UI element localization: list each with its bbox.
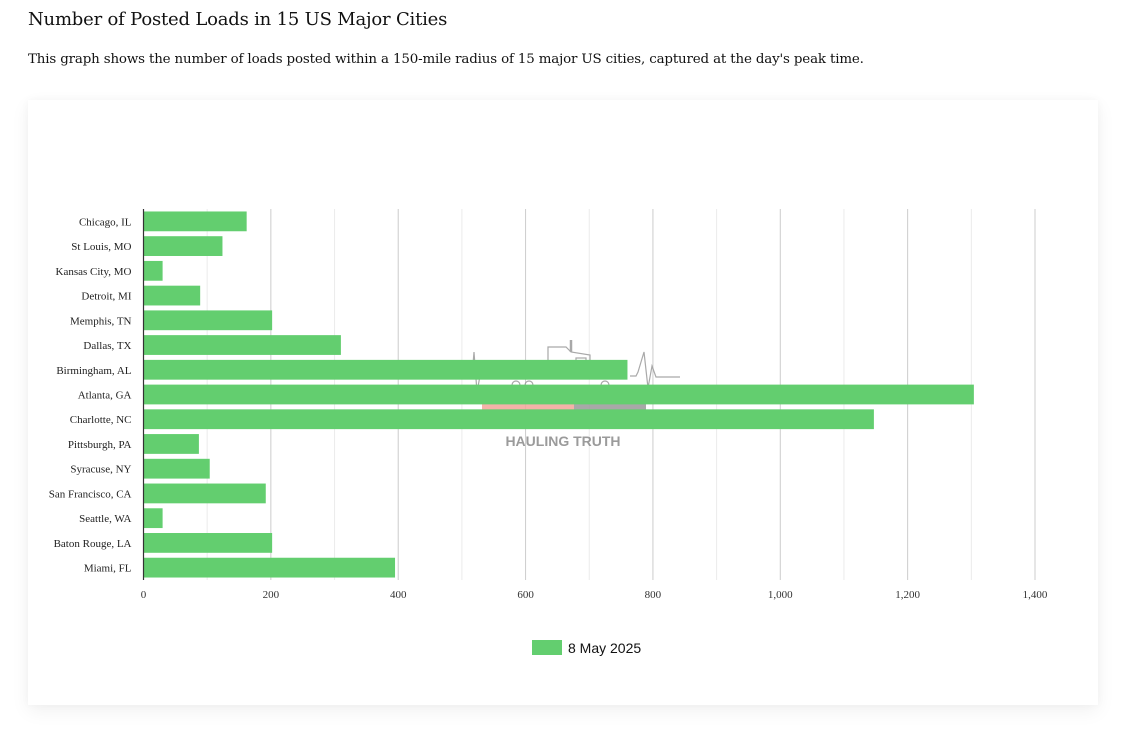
x-tick-label: 0 xyxy=(141,589,147,601)
bar xyxy=(143,508,163,529)
category-label: St Louis, MO xyxy=(71,241,131,253)
bar xyxy=(143,434,199,454)
bar xyxy=(143,285,201,306)
bar xyxy=(143,483,266,504)
x-tick-label: 600 xyxy=(517,589,534,601)
page-subtitle: This graph shows the number of loads pos… xyxy=(28,52,864,67)
bar xyxy=(143,335,341,355)
bar xyxy=(143,359,628,380)
page-title: Number of Posted Loads in 15 US Major Ci… xyxy=(28,9,448,30)
bar xyxy=(143,533,273,553)
x-tick-label: 800 xyxy=(645,589,662,601)
x-tick-labels: 0 200 400 600 800 1,000 1,200 1,400 xyxy=(141,589,1048,601)
legend-swatch[interactable] xyxy=(532,640,562,655)
bar xyxy=(143,236,223,256)
category-label: Pittsburgh, PA xyxy=(68,439,132,451)
x-tick-label: 1,000 xyxy=(768,589,793,601)
category-label: Kansas City, MO xyxy=(56,266,132,278)
bar xyxy=(143,409,874,430)
category-label: Memphis, TN xyxy=(70,315,132,327)
legend-label[interactable]: 8 May 2025 xyxy=(568,640,641,656)
category-label: Charlotte, NC xyxy=(70,414,132,426)
bar xyxy=(143,310,273,331)
bar xyxy=(143,211,247,232)
bars xyxy=(143,211,974,578)
category-label: Miami, FL xyxy=(84,563,132,575)
x-tick-label: 400 xyxy=(390,589,407,601)
bar xyxy=(143,384,974,405)
category-label: Baton Rouge, LA xyxy=(54,538,132,550)
bar xyxy=(143,458,210,479)
x-tick-label: 200 xyxy=(263,589,280,601)
category-label: Atlanta, GA xyxy=(78,390,132,402)
category-label: San Francisco, CA xyxy=(49,488,132,500)
category-label: Detroit, MI xyxy=(81,291,131,303)
category-label: Syracuse, NY xyxy=(70,464,131,476)
x-tick-label: 1,200 xyxy=(895,589,920,601)
category-label: Dallas, TX xyxy=(83,340,131,352)
x-tick-label: 1,400 xyxy=(1023,589,1048,601)
legend[interactable]: 8 May 2025 xyxy=(532,640,641,656)
category-label: Birmingham, AL xyxy=(56,365,131,377)
watermark-brand-bar-gray xyxy=(574,404,646,410)
category-label: Seattle, WA xyxy=(79,513,131,525)
bar xyxy=(143,557,396,578)
category-label: Chicago, IL xyxy=(79,216,132,228)
bar xyxy=(143,260,163,281)
watermark-text: HAULING TRUTH xyxy=(505,433,620,449)
watermark-brand-bar-red xyxy=(482,404,574,410)
category-labels: Chicago, IL St Louis, MO Kansas City, MO De… xyxy=(49,216,132,574)
